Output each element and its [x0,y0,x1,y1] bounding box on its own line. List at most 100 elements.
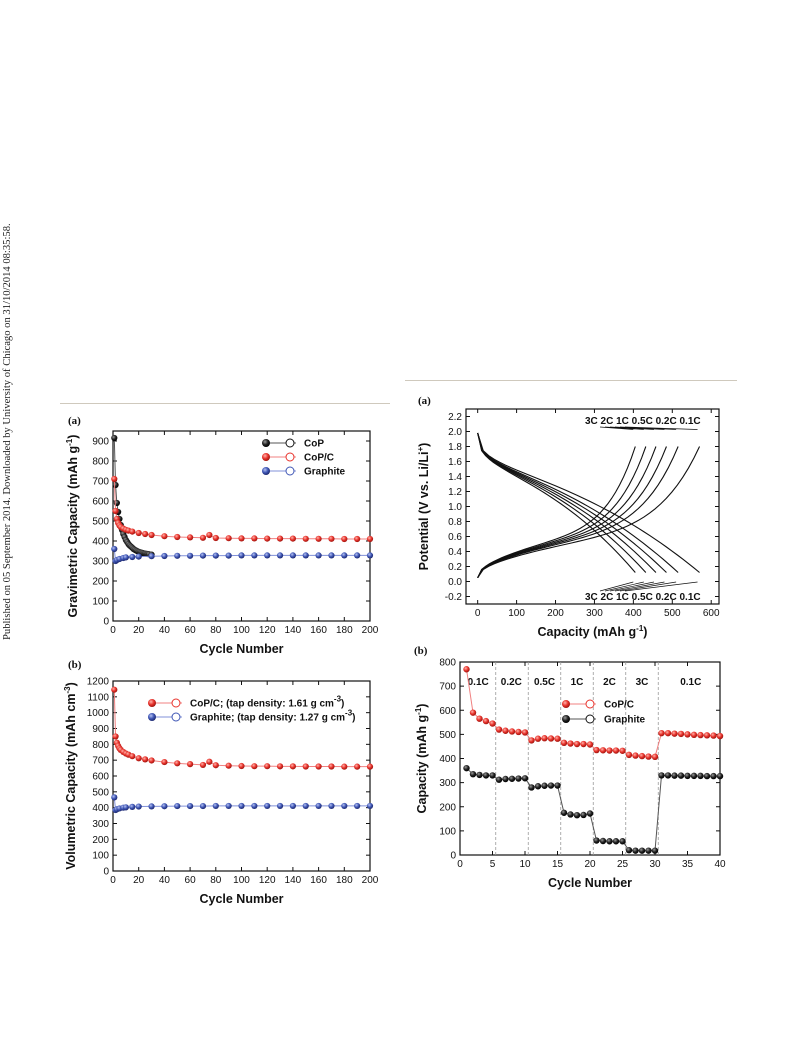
series-cop-c-point [619,747,626,754]
legend-1-legend-filled-marker [562,715,570,723]
series-cop-c-point [212,762,219,769]
discharge-curve-0.5C [477,432,667,573]
series-cop-c-point [664,729,672,737]
rate-label: 1C [571,677,584,688]
y-tick-label: 700 [92,477,109,488]
rate-label: 0.2C [501,677,522,688]
series-cop-c-point [135,755,142,762]
x-tick-label: 140 [285,875,302,886]
series-graphite-point [632,847,639,854]
discharge-curve-0.2C [477,432,679,573]
series-graphite-point [187,552,194,559]
x-tick-label: 140 [285,625,302,636]
series-cop-c-point [111,686,118,693]
top-arrow-0.1C [624,426,698,430]
y-tick-label: 1.0 [448,502,462,513]
series-cop-c-point [354,763,361,770]
y-tick-label: 0 [103,867,109,878]
y-tick-label: 200 [92,577,109,588]
discharge-curve-2C [477,432,647,573]
x-tick-label: 180 [336,625,353,636]
x-tick-label: 40 [159,625,171,636]
plot-frame [465,408,720,605]
y-tick-label: 0.4 [448,547,462,558]
series-cop-c-point [161,533,168,540]
legend-1-legend-filled-marker [262,453,270,461]
y-axis-label: Volumetric Capacity (mAh cm-3) [63,682,78,870]
series-graphite-point [328,802,335,810]
legend-0-legend-open-marker [171,698,181,708]
series-cop-c-point [111,475,118,483]
series-cop-c-point [521,729,529,736]
series-graphite-point [489,772,496,779]
series-graphite-point [710,772,717,780]
x-tick-label: 0 [457,859,463,870]
series-cop-c-point [302,535,309,542]
series-cop-c-point [671,730,678,737]
series-cop-c-point [567,740,574,747]
series-cop-c-point [225,535,232,542]
x-tick-label: 35 [682,859,694,870]
series-graphite-point [703,772,711,780]
x-tick-label: 160 [310,875,327,886]
y-tick-label: 1.2 [448,487,462,498]
x-tick-label: 0 [475,608,481,619]
x-tick-label: 40 [714,859,726,870]
series-cop-c-point [489,720,496,727]
series-cop-c-point [315,535,322,542]
legend-0-legend-filled-marker [148,699,156,707]
plot-frame [459,661,721,856]
series-graphite-point [225,802,232,810]
series-cop-c-point [502,727,509,734]
bottom-arrow-3C [599,581,634,592]
series-graphite-point [469,770,477,778]
series-cop-c-point [206,531,213,539]
y-tick-label: 0.0 [448,577,462,588]
series-cop-c-point [225,762,232,769]
charge-curve-2C [477,446,647,579]
series-cop-c-point [469,709,477,716]
series-graphite-point [645,847,652,854]
series-graphite-point [302,552,309,559]
y-tick-label: 500 [92,517,109,528]
y-tick-label: 1200 [87,677,110,688]
series-cop-c-point [142,756,149,763]
y-tick-label: 900 [92,437,109,448]
series-cop-c-point [684,731,691,738]
series-graphite-point [482,772,490,779]
legend-0-legend-label: CoP/C [604,700,634,711]
series-cop-c-point [580,740,587,748]
series-graphite-point [122,554,129,561]
series-graphite-point [111,794,118,801]
panel-label: (b) [414,645,428,657]
y-tick-label: 200 [92,835,109,846]
x-tick-label: 120 [259,875,276,886]
gravimetric-capacity-chart: 0 20 40 60 80 100 120 140 160 180 200 0 100 200 300 400… [65,415,379,656]
series-graphite-point [515,775,522,782]
series-cop-c-point [541,735,548,742]
series-graphite-point [161,803,168,810]
series-graphite-point [341,552,348,559]
series-graphite-point [315,552,322,559]
y-tick-label: 300 [439,778,456,789]
y-tick-label: 100 [439,826,456,837]
series-graphite-point [135,803,142,810]
series-graphite-point [606,838,613,845]
series-cop-c-point [534,735,542,742]
series-graphite-point [366,802,374,810]
series-cop-c-point [710,732,717,739]
series-graphite-point [586,810,594,817]
series-graphite-point [534,783,542,790]
series-cop-point [112,481,119,489]
rate-capability-chart: 0 5 10 15 20 25 30 35 40010020030040050060070080… [414,645,726,890]
x-tick-label: 200 [547,608,564,619]
x-tick-label: 100 [233,875,250,886]
series-graphite-point [508,775,516,782]
series-cop-c-line [466,669,721,758]
x-tick-label: 40 [159,875,171,886]
series-cop-c-point [366,763,374,770]
series-cop-c-point [112,733,119,740]
series-cop-c-point [463,666,470,673]
series-cop-c-point [251,535,258,542]
y-tick-label: 2.0 [448,427,462,438]
